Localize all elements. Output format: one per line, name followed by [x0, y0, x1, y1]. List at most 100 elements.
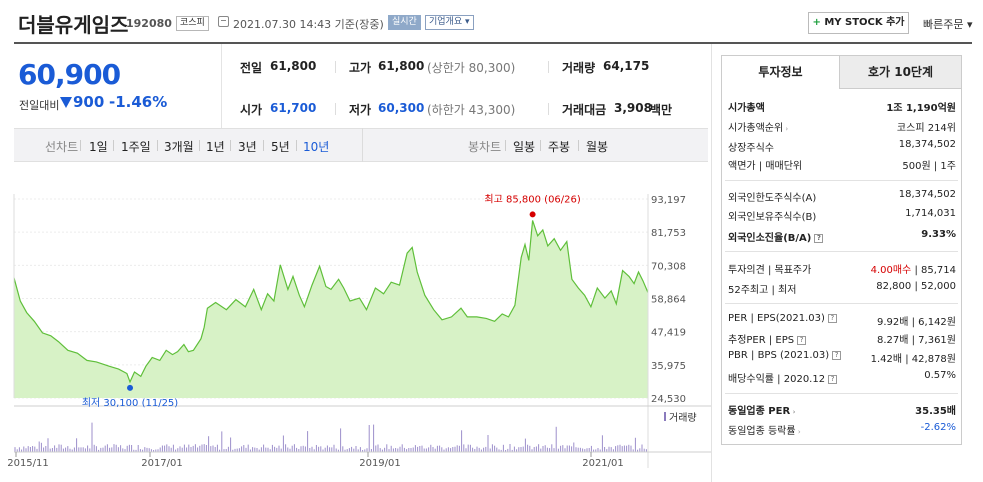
current-price: 60,900	[18, 58, 121, 91]
invest-row-value-text: 500원 | 1주	[902, 161, 956, 172]
period-3m[interactable]: 3개월	[164, 140, 194, 154]
period-3y[interactable]: 3년	[238, 140, 257, 154]
invest-row-value: 82,800 | 52,000	[876, 281, 956, 292]
help-icon[interactable]: ?	[828, 374, 838, 384]
x-tick-label: 2021/01	[582, 458, 624, 469]
invest-row-value: 9.33%	[921, 229, 956, 240]
invest-row-value: 8.27배 | 7,361원	[877, 331, 956, 346]
invest-row-value: 18,374,502	[899, 139, 956, 150]
price-chart[interactable]: 93,197 81,753 70,308 58,864 47,419 35,975 24,5…	[0, 162, 711, 482]
invest-row-value: 1.42배 | 42,878원	[871, 350, 956, 365]
invest-opinion-value: 4.00매수	[870, 265, 915, 276]
period-1y[interactable]: 1년	[206, 140, 225, 154]
divider	[263, 140, 264, 151]
calendar-icon	[218, 16, 229, 27]
invest-row-label: 외국인소진율(B/A)?	[728, 229, 824, 244]
invest-row-value-text: 82,800 | 52,000	[876, 281, 956, 292]
chevron-right-icon: ›	[783, 125, 789, 133]
line-chart-label: 선차트	[45, 140, 79, 154]
y-tick-label: 35,975	[651, 361, 686, 372]
candle-daily[interactable]: 일봉	[513, 140, 536, 154]
invest-row-label-text: 동일업종 등락률	[728, 426, 796, 437]
invest-row-label-text: 외국인소진율(B/A)	[728, 233, 812, 244]
quick-order-button[interactable]: 빠른주문 ▾	[923, 18, 973, 31]
tab-order-book[interactable]: 호가 10단계	[840, 56, 961, 89]
down-triangle-icon	[60, 97, 72, 108]
invest-row-label: 상장주식수	[728, 139, 774, 154]
help-icon[interactable]: ?	[827, 313, 837, 323]
volume-value: 64,175	[603, 59, 650, 73]
lower-limit: (하한가 43,300)	[427, 103, 516, 117]
divider	[113, 140, 114, 151]
prev-close-value: 61,800	[270, 59, 317, 73]
help-icon[interactable]: ?	[814, 233, 824, 243]
stock-name: 더블유게임즈	[18, 13, 129, 37]
invest-row-label[interactable]: 동일업종 PER ›	[728, 402, 795, 417]
divider	[335, 103, 336, 115]
invest-row-value-text: 35.35배	[915, 406, 956, 417]
volume-legend-label: 거래량	[669, 412, 697, 424]
invest-row-value-text: 9.33%	[921, 229, 956, 240]
x-tick-label: 2017/01	[141, 458, 183, 469]
invest-row-label-text: 추정PER | EPS	[728, 335, 795, 346]
invest-row-label[interactable]: 시가총액순위 ›	[728, 119, 788, 134]
invest-row-value-text: 9.92배 | 6,142원	[876, 317, 956, 328]
period-10y[interactable]: 10년	[303, 140, 330, 154]
realtime-button[interactable]: 실시간	[388, 15, 421, 30]
candle-weekly[interactable]: 주봉	[548, 140, 571, 154]
price-line	[13, 220, 649, 384]
low-value: 60,300	[378, 101, 425, 115]
y-tick-label: 70,308	[651, 261, 686, 272]
high-annotation: 최고 85,800 (06/26)	[484, 193, 580, 205]
panel-section-divider	[725, 180, 958, 181]
help-icon[interactable]: ?	[832, 350, 842, 360]
invest-row-value: 4.00매수 | 85,714	[871, 261, 956, 276]
company-overview-button[interactable]: 기업개요 ▾	[425, 15, 474, 30]
low-marker	[127, 384, 134, 391]
low-label: 저가	[349, 103, 372, 117]
tab-invest-info[interactable]: 투자정보	[722, 56, 840, 89]
invest-row-value: 35.35배	[915, 402, 956, 417]
divider	[230, 140, 231, 151]
add-mystock-button[interactable]: + MY STOCK 추가	[808, 12, 909, 34]
invest-row-value-text: 0.57%	[924, 370, 956, 381]
help-icon[interactable]: ?	[797, 335, 807, 345]
high-marker	[529, 211, 536, 218]
prev-close-label: 전일	[240, 61, 263, 75]
invest-row-label: PBR | BPS (2021.03)?	[728, 350, 842, 361]
y-tick-label: 58,864	[651, 295, 686, 306]
trade-amount-unit: 백만	[650, 103, 673, 117]
invest-row-label-text: 외국인보유주식수(B)	[728, 212, 817, 223]
invest-row-label[interactable]: 동일업종 등락률 ›	[728, 422, 801, 437]
price-area-fill	[14, 220, 648, 398]
divider	[505, 140, 506, 151]
change-label: 전일대비	[19, 99, 60, 112]
quote-datetime: 2021.07.30 14:43 기준(장중)	[233, 18, 384, 31]
invest-row-label-text: 시가총액	[728, 103, 765, 114]
invest-row-label: 외국인보유주식수(B)	[728, 208, 816, 223]
y-tick-label: 24,530	[651, 394, 686, 405]
candle-monthly[interactable]: 월봉	[586, 140, 609, 154]
divider	[296, 140, 297, 151]
add-mystock-label: MY STOCK 추가	[824, 17, 905, 28]
period-1w[interactable]: 1주일	[121, 140, 151, 154]
market-badge: 코스피	[176, 16, 209, 31]
invest-row-label-text: PBR | BPS (2021.03)	[728, 350, 830, 361]
trade-amount-value: 3,908	[614, 101, 652, 115]
high-value: 61,800	[378, 59, 425, 73]
invest-row-value-text: 18,374,502	[898, 189, 956, 200]
divider	[548, 61, 549, 73]
invest-row-value: 18,374,502	[899, 189, 956, 200]
period-5y[interactable]: 5년	[271, 140, 290, 154]
plus-icon: +	[812, 17, 821, 28]
invest-row-value-text: -2.62%	[920, 422, 956, 433]
divider	[221, 44, 222, 128]
y-tick-label: 47,419	[651, 328, 686, 339]
invest-row-label-text: 배당수익률 | 2020.12	[728, 374, 826, 385]
invest-row-value: 9.92배 | 6,142원	[877, 313, 956, 328]
period-1d[interactable]: 1일	[89, 140, 108, 154]
invest-row-label: 52주최고 | 최저	[728, 281, 796, 296]
divider	[80, 140, 81, 151]
invest-row-value: 1,714,031	[905, 208, 956, 219]
header-divider	[14, 42, 972, 44]
